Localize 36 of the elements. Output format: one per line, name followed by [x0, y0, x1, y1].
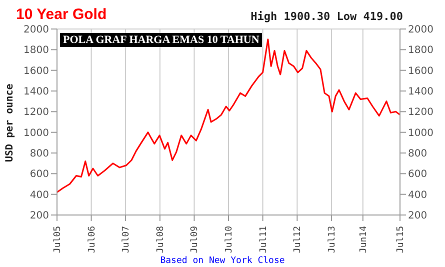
text: Based on New York Close	[159, 256, 286, 266]
y2-tick-label: 1600	[408, 66, 434, 77]
y-tick-label: 1200	[24, 107, 49, 118]
y-tick-label: 1000	[24, 128, 49, 139]
x-tick-label: Jul06	[87, 226, 98, 254]
y2-tick-label: 2000	[408, 24, 434, 36]
y2-tick-label: 1000	[408, 128, 434, 139]
y2-tick-label: 400	[408, 190, 428, 201]
x-tick-label: Jul09	[190, 226, 200, 254]
y-tick-label: 200	[30, 210, 49, 222]
x-tick-label: Jun14	[358, 226, 369, 254]
y-tick-label: 1400	[24, 86, 49, 98]
chart-title: 10 Year Gold	[16, 6, 107, 23]
y2-tick-label: 600	[408, 169, 428, 180]
x-tick-label: Jul13	[327, 226, 338, 254]
y-tick-label: 400	[30, 190, 49, 201]
y2-tick-label: 1400	[408, 86, 434, 98]
y2-tick-label: 800	[408, 148, 428, 160]
x-tick-label: Jul07	[122, 226, 132, 254]
x-tick-label: Jul08	[156, 226, 166, 254]
y-tick-label: 1800	[24, 45, 49, 56]
y-tick-label: 800	[30, 148, 49, 160]
annotation: POLA GRAF HARGA EMAS 10 TAHUN	[60, 33, 262, 47]
x-tick-label: Jul12	[293, 226, 304, 254]
y-tick-label: 600	[30, 169, 49, 180]
x-tick-label: Jul15	[396, 226, 406, 254]
y-tick-label: 1600	[24, 66, 49, 77]
y2-tick-label: 1800	[408, 45, 434, 56]
x-tick-label: Jul11	[258, 226, 269, 254]
y2-tick-label: 1200	[408, 107, 434, 118]
x-tick-label: Jul05	[53, 226, 63, 254]
chart-subtitle: High 1900.30 Low 419.00	[250, 10, 403, 23]
y-tick-label: 2000	[24, 24, 49, 36]
y2-tick-label: 200	[408, 210, 428, 222]
y-axis-title: USD per ounce	[4, 84, 16, 162]
x-tick-label: Jul10	[224, 226, 234, 254]
